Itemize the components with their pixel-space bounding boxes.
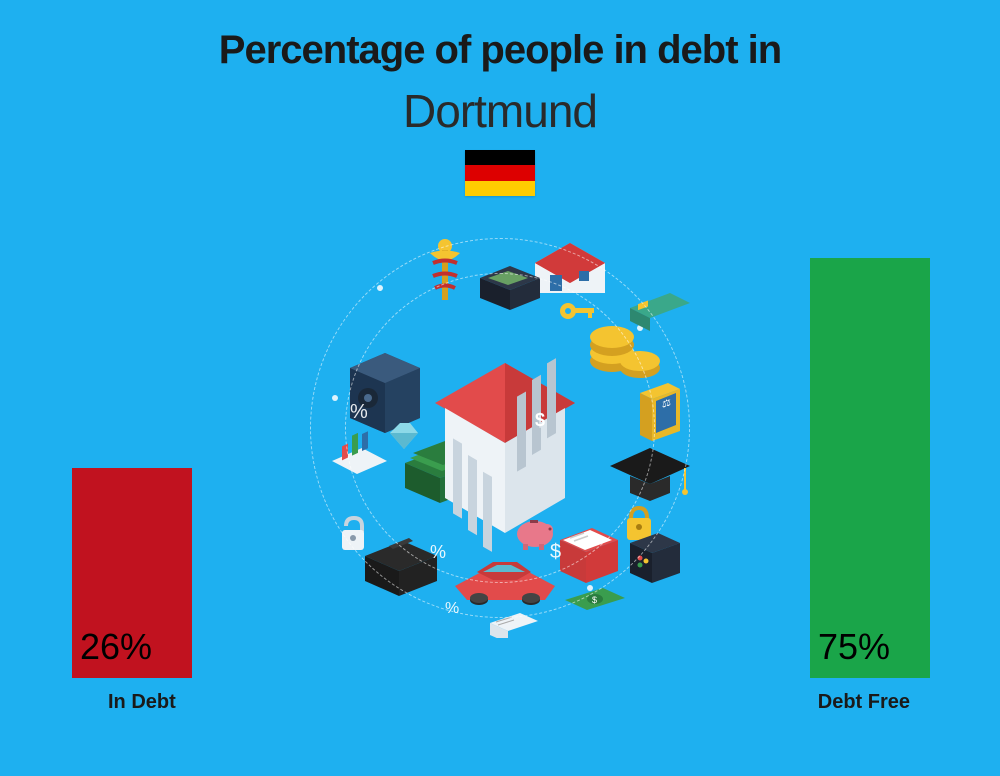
bar-label-debt-free: Debt Free: [818, 691, 910, 714]
bar-label-in-debt: In Debt: [108, 691, 176, 714]
flag-stripe-red: [465, 165, 535, 180]
flag-stripe-gold: [465, 181, 535, 196]
orbit-inner: [345, 273, 655, 583]
flag-stripe-black: [465, 150, 535, 165]
bar-value-in-debt: 26%: [80, 626, 152, 668]
finance-illustration: ⚖: [290, 218, 710, 638]
bar-debt-free: 75%: [810, 258, 930, 678]
bar-value-debt-free: 75%: [818, 626, 890, 668]
bar-fill-debt-free: 75%: [810, 258, 930, 678]
chart-title: Percentage of people in debt in: [0, 28, 1000, 73]
svg-text:$: $: [592, 595, 597, 605]
germany-flag-icon: [465, 150, 535, 196]
city-name: Dortmund: [0, 84, 1000, 138]
bar-in-debt: 26%: [72, 468, 192, 678]
bar-fill-in-debt: 26%: [72, 468, 192, 678]
